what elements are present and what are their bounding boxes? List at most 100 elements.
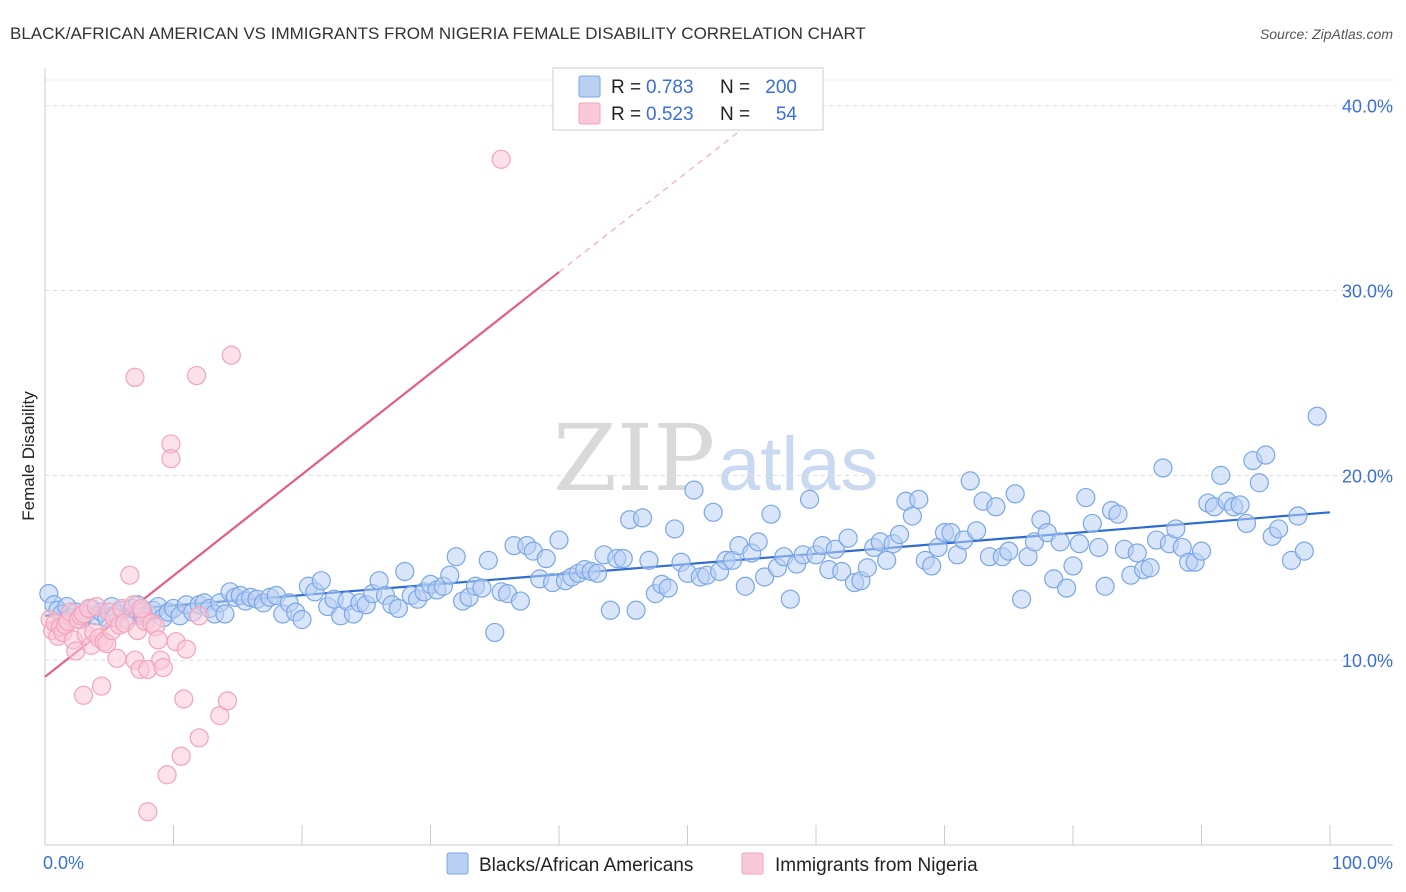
point-blacks-85	[536, 548, 556, 569]
point-blacks-116	[735, 576, 755, 596]
data-points	[39, 149, 1327, 822]
legend-swatch-blacks	[446, 852, 469, 875]
point-blacks-165	[1050, 532, 1070, 552]
point-blacks-101	[639, 550, 659, 570]
point-blacks-118	[748, 532, 768, 552]
point-blacks-157	[999, 541, 1019, 561]
watermark-atlas: atlas	[718, 422, 879, 507]
chart-title: BLACK/AFRICAN AMERICAN VS IMMIGRANTS FRO…	[10, 24, 866, 43]
stats-legend-swatch-blue	[578, 75, 601, 98]
point-nigeria-26	[107, 648, 127, 668]
point-blacks-168	[1069, 534, 1090, 554]
point-blacks-174	[1108, 504, 1128, 524]
point-blacks-70	[440, 565, 460, 585]
point-blacks-202	[1294, 541, 1314, 561]
point-nigeria-50	[189, 606, 209, 626]
point-blacks-179	[1140, 558, 1160, 578]
stats-legend-n-value-1: 200	[765, 77, 797, 98]
point-nigeria-47	[131, 598, 151, 619]
point-nigeria-55	[161, 449, 181, 469]
point-blacks-161	[1024, 532, 1045, 552]
stats-legend-r-value-2: 0.523	[646, 104, 694, 125]
point-nigeria-46	[176, 639, 196, 659]
point-nigeria-42	[157, 765, 177, 785]
point-blacks-155	[986, 497, 1006, 517]
point-nigeria-60	[148, 630, 168, 650]
point-blacks-171	[1089, 537, 1109, 558]
point-blacks-63	[395, 561, 415, 582]
stats-legend-n-label-2: N =	[720, 104, 750, 125]
point-nigeria-49	[125, 367, 145, 388]
point-blacks-194	[1236, 513, 1257, 534]
point-blacks-130	[825, 539, 845, 559]
legend-swatch-nigeria	[741, 852, 764, 875]
point-blacks-123	[780, 589, 800, 609]
point-blacks-167	[1063, 556, 1083, 576]
chart-source: Source: ZipAtlas.com	[1260, 26, 1393, 42]
point-blacks-34	[215, 604, 235, 624]
point-blacks-108	[684, 480, 704, 500]
point-blacks-76	[478, 550, 498, 570]
point-blacks-203	[1307, 406, 1327, 426]
point-blacks-62	[388, 598, 408, 619]
point-blacks-181	[1153, 458, 1173, 478]
point-blacks-100	[632, 508, 653, 528]
point-blacks-163	[1037, 523, 1057, 543]
point-blacks-159	[1011, 589, 1032, 609]
point-blacks-97	[613, 548, 633, 569]
point-blacks-158	[1005, 484, 1025, 504]
legend-label-nigeria: Immigrants from Nigeria	[775, 855, 978, 876]
y-tick-label-2: 30.0%	[1342, 282, 1393, 302]
point-blacks-93	[587, 563, 608, 583]
point-nigeria-53	[491, 149, 511, 169]
stats-legend: R = 0.783 N = 200 R = 0.523 N = 54	[552, 67, 824, 131]
point-nigeria-30	[120, 565, 140, 585]
trend-line-nigeria-extension	[558, 131, 740, 273]
y-axis-title: Female Disability	[19, 391, 38, 521]
stats-legend-r-label-2: R =	[611, 104, 641, 125]
point-nigeria-59	[217, 691, 238, 711]
point-blacks-131	[832, 561, 852, 582]
point-nigeria-54	[73, 685, 94, 705]
point-blacks-169	[1076, 487, 1096, 508]
point-blacks-71	[446, 547, 466, 567]
x-tick-label-max: 100.0%	[1332, 853, 1393, 873]
point-blacks-132	[838, 528, 858, 548]
point-blacks-172	[1095, 576, 1115, 596]
axes	[44, 68, 1393, 846]
point-blacks-196	[1249, 473, 1269, 493]
point-blacks-190	[1211, 465, 1231, 485]
point-blacks-138	[877, 550, 897, 570]
point-blacks-126	[799, 489, 820, 509]
point-blacks-193	[1230, 495, 1250, 515]
point-blacks-81	[510, 591, 531, 611]
point-nigeria-58	[210, 706, 230, 726]
point-blacks-187	[1191, 541, 1212, 561]
point-blacks-199	[1268, 519, 1289, 539]
stats-legend-r-label-1: R =	[611, 77, 641, 98]
point-blacks-150	[954, 530, 974, 550]
bottom-legend: Blacks/African Americans Immigrants from…	[446, 852, 978, 876]
stats-legend-swatch-pink	[578, 102, 601, 125]
legend-label-blacks: Blacks/African Americans	[479, 855, 693, 876]
point-blacks-111	[703, 502, 723, 522]
point-nigeria-45	[171, 746, 191, 766]
point-blacks-145	[922, 556, 942, 576]
point-blacks-170	[1082, 513, 1102, 534]
y-tick-labels: 10.0% 20.0% 30.0% 40.0%	[1342, 97, 1393, 671]
y-tick-label-3: 40.0%	[1342, 97, 1393, 117]
point-blacks-166	[1056, 578, 1077, 598]
point-blacks-183	[1166, 519, 1186, 539]
point-blacks-151	[960, 471, 980, 491]
watermark: ZIP atlas	[553, 405, 879, 512]
point-blacks-140	[889, 524, 910, 545]
point-nigeria-48	[138, 802, 158, 822]
point-nigeria-41	[153, 657, 173, 678]
point-blacks-119	[754, 567, 775, 587]
y-tick-label-0: 10.0%	[1342, 651, 1393, 671]
point-blacks-201	[1288, 506, 1308, 526]
point-blacks-135	[857, 558, 878, 578]
point-blacks-104	[658, 578, 678, 598]
point-blacks-50	[311, 571, 331, 591]
